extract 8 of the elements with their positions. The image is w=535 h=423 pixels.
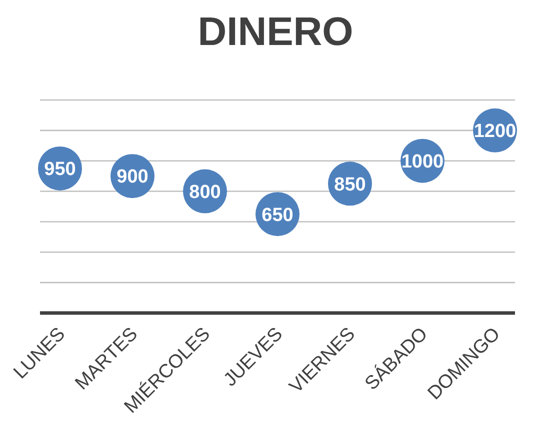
data-label: 1200	[474, 121, 516, 142]
data-label: 850	[334, 174, 366, 196]
data-label: 1000	[401, 152, 444, 173]
data-label: 950	[44, 159, 76, 180]
chart-title: DINERO	[198, 10, 354, 54]
data-label: 650	[262, 204, 294, 226]
data-label: 800	[189, 182, 221, 203]
data-label: 900	[116, 166, 148, 188]
